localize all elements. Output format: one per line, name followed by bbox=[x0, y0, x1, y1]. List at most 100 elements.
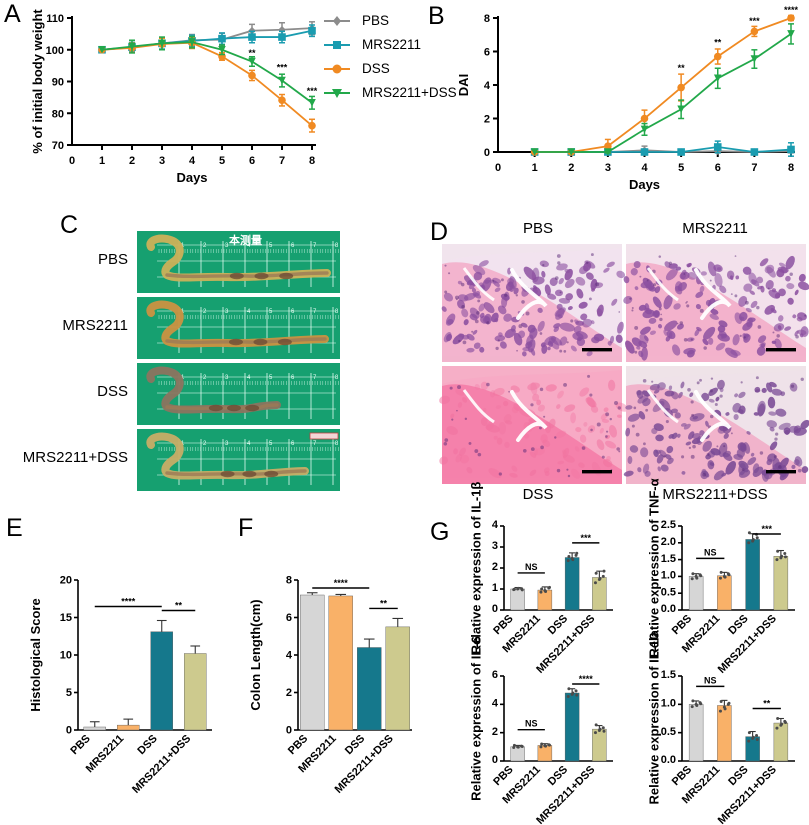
scatter-point bbox=[719, 700, 723, 703]
panel-d-label: D bbox=[430, 218, 449, 246]
svg-text:15: 15 bbox=[60, 612, 72, 624]
bar bbox=[150, 631, 173, 731]
scatter-point bbox=[699, 574, 703, 578]
svg-text:**: ** bbox=[175, 601, 183, 611]
histology-label-mrs2211-dss: MRS2211+DSS bbox=[662, 486, 768, 503]
bar bbox=[510, 588, 525, 611]
histology-label-mrs2211: MRS2211 bbox=[682, 220, 748, 237]
panel-e: E 0 5 10 15 20 Histological Score PBS MRS2211 DS… bbox=[0, 510, 230, 825]
scatter-point bbox=[776, 549, 780, 553]
scatter-point bbox=[539, 745, 543, 749]
legend-label: MRS2211+DSS bbox=[362, 85, 457, 100]
svg-text:NS: NS bbox=[704, 675, 717, 685]
svg-text:90: 90 bbox=[52, 77, 64, 89]
scatter-point bbox=[780, 722, 784, 726]
scatter-point bbox=[727, 701, 731, 705]
colon-row: PBS 1 2 3 4 5 6 7 8 本测量 bbox=[0, 231, 420, 293]
data-point-marker bbox=[278, 76, 286, 85]
svg-text:3: 3 bbox=[492, 540, 498, 552]
svg-text:110: 110 bbox=[46, 13, 64, 25]
svg-text:7: 7 bbox=[313, 375, 317, 381]
data-point-marker bbox=[98, 45, 106, 54]
scatter-point bbox=[512, 587, 516, 591]
svg-text:Relative expression of TNF-α: Relative expression of TNF-α bbox=[647, 478, 662, 657]
data-point-marker bbox=[248, 57, 256, 66]
scatter-point bbox=[571, 558, 575, 562]
photo-overlay-text: 本测量 bbox=[229, 233, 262, 247]
bar bbox=[510, 746, 525, 762]
data-point-marker bbox=[787, 145, 795, 154]
svg-text:DSS: DSS bbox=[135, 733, 159, 757]
data-point-marker bbox=[567, 148, 576, 156]
legend-item-dss: DSS bbox=[322, 58, 482, 82]
histology-image-dss bbox=[439, 366, 629, 484]
svg-text:1: 1 bbox=[532, 162, 538, 174]
svg-text:1.0: 1.0 bbox=[661, 570, 676, 582]
histology-graphic bbox=[441, 244, 626, 362]
svg-text:0.0: 0.0 bbox=[661, 603, 676, 615]
svg-text:5: 5 bbox=[66, 687, 72, 699]
bar bbox=[773, 556, 789, 611]
svg-text:7: 7 bbox=[279, 155, 285, 167]
data-point-marker bbox=[188, 38, 196, 46]
scatter-point bbox=[776, 717, 780, 720]
histology-label-pbs: PBS bbox=[522, 220, 553, 237]
svg-text:****: **** bbox=[334, 578, 349, 588]
scatter-point bbox=[755, 734, 759, 737]
data-point-marker bbox=[278, 96, 286, 105]
svg-text:1: 1 bbox=[99, 155, 105, 167]
svg-text:2: 2 bbox=[203, 243, 207, 249]
data-point-marker bbox=[308, 26, 316, 35]
data-point-marker bbox=[713, 52, 722, 61]
svg-text:**: ** bbox=[380, 598, 388, 608]
histology-image-mrs2211 bbox=[623, 244, 809, 362]
svg-text:**: ** bbox=[763, 699, 771, 709]
colon-row-label: DSS bbox=[97, 383, 128, 400]
histology-image-mrs2211-dss bbox=[623, 366, 809, 484]
svg-text:MRS2211+DSS: MRS2211+DSS bbox=[130, 733, 193, 796]
svg-text:3: 3 bbox=[225, 441, 229, 447]
svg-text:% of initial body weight: % of initial body weight bbox=[30, 9, 45, 154]
svg-text:4: 4 bbox=[189, 155, 196, 167]
series-line bbox=[101, 41, 313, 127]
scatter-point bbox=[516, 745, 520, 749]
svg-text:Relative expression of IL-6: Relative expression of IL-6 bbox=[469, 636, 484, 801]
histology-graphic bbox=[623, 244, 809, 362]
svg-text:PBS: PBS bbox=[670, 613, 694, 637]
scatter-point bbox=[727, 573, 731, 577]
svg-text:Days: Days bbox=[176, 170, 207, 185]
data-point-marker bbox=[787, 14, 795, 22]
scatter-point bbox=[695, 703, 699, 707]
svg-text:7: 7 bbox=[313, 441, 317, 447]
legend-label: DSS bbox=[362, 61, 390, 76]
svg-text:3: 3 bbox=[225, 375, 229, 381]
svg-text:0: 0 bbox=[484, 147, 490, 159]
scatter-point bbox=[747, 731, 751, 735]
series-line bbox=[534, 33, 792, 153]
data-point-marker bbox=[713, 143, 722, 151]
legend-label: MRS2211 bbox=[362, 37, 422, 52]
data-point-marker bbox=[158, 39, 166, 48]
svg-text:3: 3 bbox=[159, 155, 165, 167]
scatter-point bbox=[723, 707, 727, 711]
svg-text:Days: Days bbox=[629, 177, 660, 192]
colon-row-label: MRS2211+DSS bbox=[22, 449, 128, 466]
scatter-point bbox=[566, 695, 570, 699]
bar bbox=[688, 704, 704, 762]
scatter-point bbox=[575, 551, 579, 555]
svg-text:7: 7 bbox=[751, 162, 757, 174]
svg-text:PBS: PBS bbox=[670, 764, 694, 788]
svg-text:5: 5 bbox=[269, 441, 273, 447]
panel-a-chart: 70 80 90 100 110 0 1 2 3 4 5 6 7 8 Days % of initial bo… bbox=[30, 9, 318, 185]
svg-text:20: 20 bbox=[60, 574, 72, 586]
colon-photo-pbs: 1 2 3 4 5 6 7 8 本测量 bbox=[137, 231, 340, 293]
scatter-point bbox=[601, 574, 605, 578]
scatter-point bbox=[547, 743, 551, 747]
data-point-marker bbox=[248, 71, 256, 80]
